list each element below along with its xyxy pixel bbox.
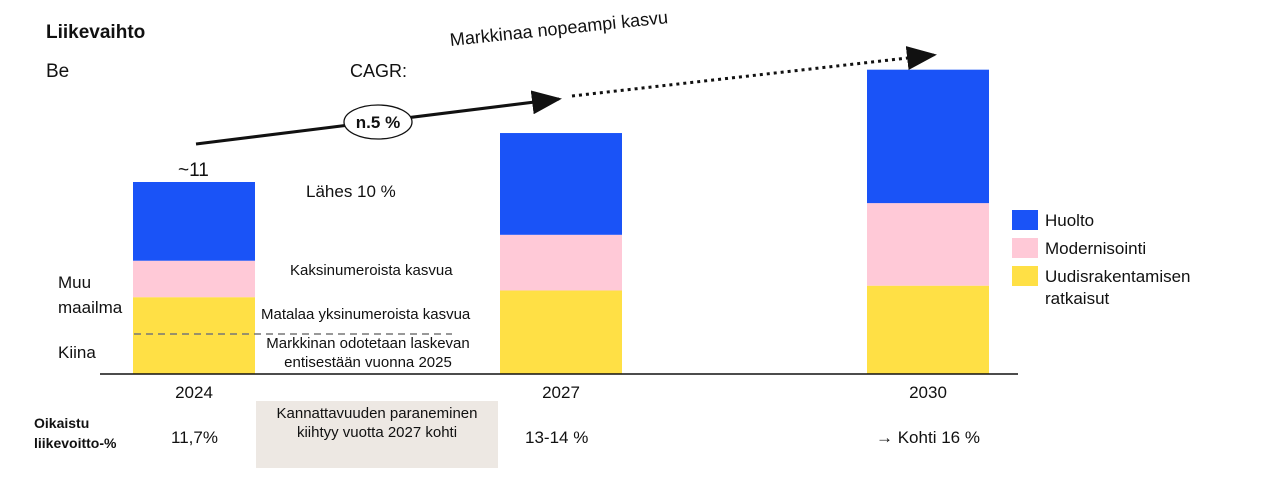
cagr-value: n.5 % bbox=[356, 113, 400, 132]
profitability-callout: Kannattavuuden paraneminen kiihtyy vuott… bbox=[256, 401, 498, 468]
growth-annotation-newbuild: Matalaa yksinumeroista kasvua bbox=[261, 306, 471, 323]
region-label-kiina: Kiina bbox=[58, 343, 96, 362]
ebit-value-2030: → Kohti 16 % bbox=[876, 428, 980, 447]
bar-modernisointi-2030 bbox=[867, 203, 989, 286]
market-growth-arrow bbox=[571, 46, 937, 98]
growth-annotation-china: Markkinan odotetaan laskevan entisestään… bbox=[266, 335, 470, 371]
cagr-label: CAGR: bbox=[350, 61, 408, 81]
legend-swatch-huolto bbox=[1012, 210, 1038, 230]
ebit-value-2024: 11,7% bbox=[171, 428, 218, 447]
unit-label: Be bbox=[46, 61, 70, 82]
x-tick-label-2024: 2024 bbox=[175, 383, 213, 402]
cagr-ellipse bbox=[343, 104, 413, 140]
legend-label-huolto: Huolto bbox=[1045, 211, 1095, 230]
x-tick-label-2027: 2027 bbox=[542, 383, 580, 402]
legend-swatch-modernisointi bbox=[1012, 238, 1038, 258]
bar-modernisointi-2027 bbox=[500, 234, 622, 291]
bar-modernisointi-2024 bbox=[133, 260, 255, 298]
bar-uudisrakentaminen-2027 bbox=[500, 290, 622, 374]
ebit-value-2027: 13-14 % bbox=[525, 428, 589, 447]
legend-label-uudisrakentaminen: Uudisrakentamisen ratkaisut bbox=[1045, 267, 1191, 309]
bar-huolto-2024 bbox=[133, 182, 255, 261]
growth-annotation-huolto: Lähes 10 % bbox=[306, 182, 396, 201]
bar-huolto-2030 bbox=[867, 69, 989, 204]
bar-uudisrakentaminen-2024 bbox=[133, 297, 255, 374]
growth-annotation-modernisointi: Kaksinumeroista kasvua bbox=[290, 262, 453, 279]
region-label-maailma: maailma bbox=[58, 298, 123, 317]
bar-huolto-2027 bbox=[500, 133, 622, 235]
total-label-2024: ~11 bbox=[178, 160, 209, 181]
legend-label-modernisointi: Modernisointi bbox=[1045, 239, 1147, 258]
region-label-muu: Muu bbox=[58, 273, 92, 292]
bar-uudisrakentaminen-2030 bbox=[867, 285, 989, 374]
legend-swatch-uudisrakentaminen bbox=[1012, 266, 1038, 286]
x-tick-label-2030: 2030 bbox=[909, 383, 947, 402]
chart-title: Liikevaihto bbox=[46, 22, 146, 43]
ebit-row-label: Oikaistu liikevoitto-% bbox=[34, 415, 117, 451]
